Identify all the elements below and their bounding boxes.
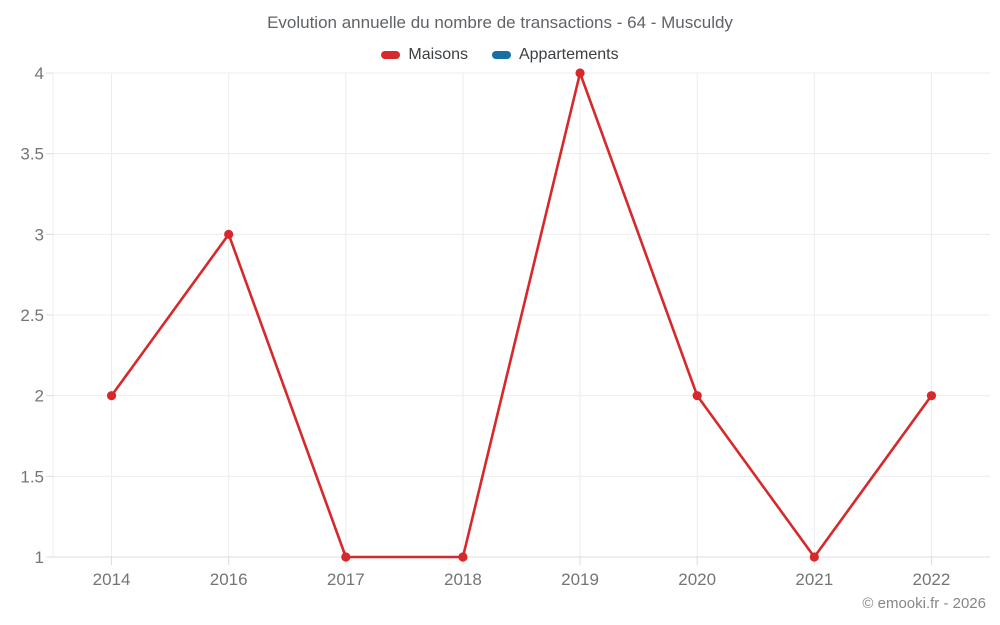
- x-axis-label: 2016: [210, 570, 248, 589]
- x-axis-label: 2014: [93, 570, 131, 589]
- legend-item-appartements[interactable]: Appartements: [491, 46, 619, 64]
- x-axis-label: 2019: [561, 570, 599, 589]
- x-axis-label: 2017: [327, 570, 365, 589]
- point-maisons-2014[interactable]: [106, 391, 117, 401]
- point-maisons-2019[interactable]: [575, 68, 585, 78]
- x-axis-label: 2022: [913, 570, 951, 589]
- y-axis-label: 2: [35, 387, 44, 406]
- legend-item-maisons[interactable]: Maisons: [381, 46, 468, 64]
- point-maisons-2016[interactable]: [224, 229, 234, 239]
- legend-label: Maisons: [408, 46, 468, 63]
- y-axis-label: 4: [35, 64, 44, 83]
- series-line-maisons: [110, 71, 933, 559]
- y-axis-label: 2.5: [20, 306, 44, 325]
- point-maisons-2020[interactable]: [692, 391, 702, 401]
- point-maisons-2018[interactable]: [458, 552, 468, 562]
- x-axis-label: 2020: [678, 570, 716, 589]
- chart-title: Evolution annuelle du nombre de transact…: [267, 13, 733, 32]
- y-axis-label: 3.5: [20, 145, 44, 164]
- y-axis-label: 3: [35, 225, 44, 244]
- y-axis-label: 1.5: [20, 467, 44, 486]
- point-maisons-2022[interactable]: [926, 391, 937, 401]
- x-axis-label: 2021: [795, 570, 833, 589]
- point-maisons-2017[interactable]: [341, 552, 351, 562]
- point-maisons-2021[interactable]: [809, 552, 819, 562]
- chart-legend: Maisons Appartements: [0, 44, 1000, 66]
- legend-label: Appartements: [518, 46, 619, 63]
- copyright: © emooki.fr - 2026: [862, 595, 986, 612]
- legend-swatch-appartements: [491, 51, 511, 59]
- x-axis-label: 2018: [444, 570, 482, 589]
- y-axis-label: 1: [35, 548, 44, 567]
- legend-swatch-maisons: [381, 51, 401, 59]
